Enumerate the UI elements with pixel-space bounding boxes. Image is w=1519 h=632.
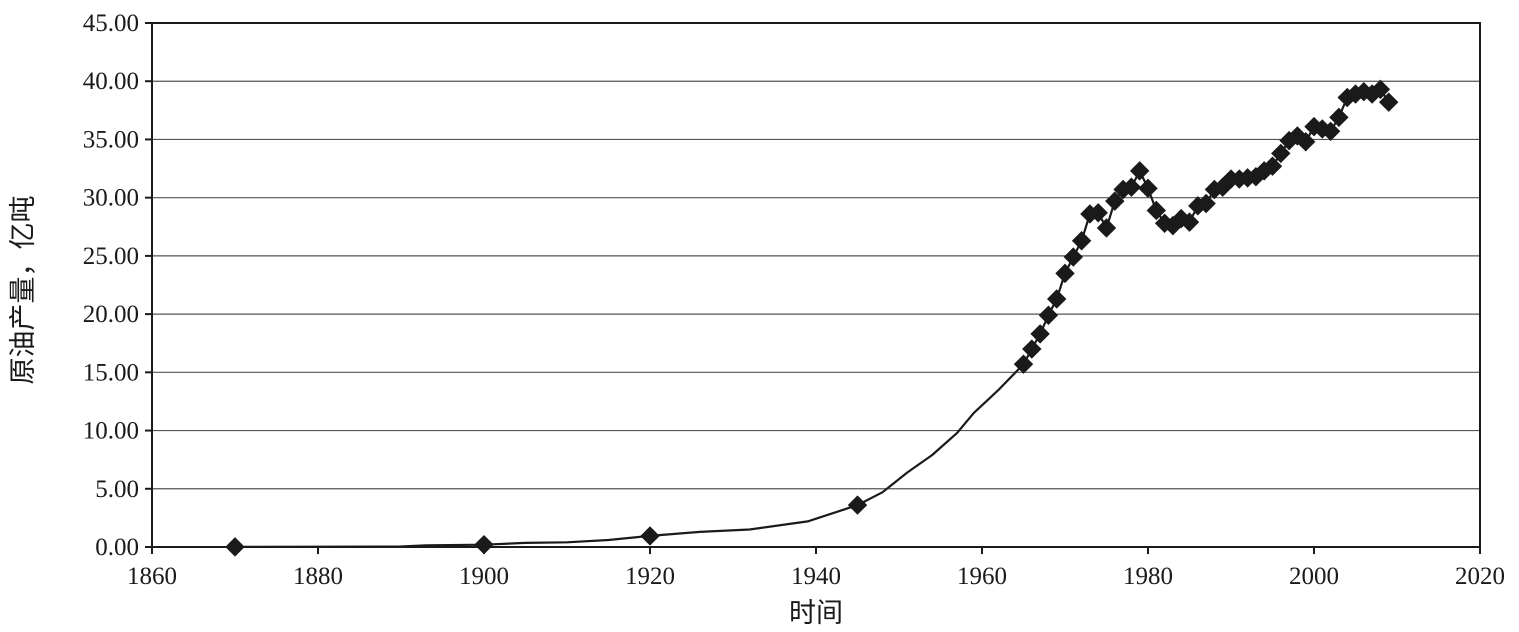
- data-point-marker: [847, 495, 868, 515]
- data-point-marker: [1013, 354, 1034, 374]
- data-point-marker: [1129, 161, 1150, 181]
- data-point-marker: [1105, 191, 1125, 211]
- y-tick-label: 15.00: [83, 359, 139, 386]
- data-point-marker: [1030, 324, 1050, 344]
- y-tick-label: 25.00: [83, 243, 139, 270]
- x-axis-title: 时间: [789, 598, 843, 629]
- x-tick-label: 1940: [791, 563, 841, 590]
- x-tick-label: 1900: [459, 563, 509, 590]
- data-point-marker: [1179, 212, 1200, 232]
- data-point-marker: [1271, 143, 1291, 164]
- data-point-marker: [1138, 178, 1158, 199]
- data-point-marker: [1121, 177, 1142, 197]
- data-point-marker: [1196, 193, 1216, 214]
- y-tick-label: 20.00: [83, 301, 139, 328]
- y-axis-title: 原油产量，亿吨: [8, 196, 39, 385]
- x-tick-label: 2000: [1289, 563, 1339, 590]
- x-tick-label: 1960: [957, 563, 1007, 590]
- axis-ticks: 0.00 5.00 10.00 15.00 20.00 25.00 30.00 35.00 40…: [83, 10, 1505, 590]
- y-tick-label: 40.00: [83, 68, 139, 95]
- y-tick-label: 30.00: [83, 185, 139, 212]
- x-tick-label: 2020: [1455, 563, 1505, 590]
- series-line: [234, 88, 1390, 548]
- x-tick-label: 1880: [293, 563, 343, 590]
- x-tick-label: 1860: [127, 563, 177, 590]
- data-point-marker: [1063, 247, 1084, 267]
- data-point-marker: [640, 526, 660, 546]
- data-point-marker: [1022, 339, 1042, 359]
- data-point-marker: [1038, 305, 1059, 325]
- data-point-marker: [1329, 107, 1349, 128]
- y-tick-label: 10.00: [83, 418, 139, 445]
- data-point-marker: [1146, 200, 1167, 221]
- x-tick-label: 1920: [625, 563, 675, 590]
- plot-frame: [151, 22, 1481, 548]
- data-point-marker: [1295, 132, 1316, 152]
- series-layer: [225, 79, 1399, 557]
- data-point-marker: [225, 537, 245, 557]
- data-point-marker: [1088, 203, 1108, 223]
- y-tick-label: 35.00: [83, 126, 139, 153]
- gridlines: [152, 80, 1480, 490]
- y-tick-label: 5.00: [95, 476, 139, 503]
- data-point-marker: [474, 534, 494, 555]
- y-tick-label: 0.00: [95, 534, 139, 561]
- data-point-marker: [1320, 121, 1341, 142]
- data-point-marker: [1096, 218, 1117, 238]
- data-point-marker: [1055, 263, 1075, 284]
- data-point-marker: [1046, 289, 1067, 309]
- data-point-marker: [1071, 231, 1092, 251]
- data-point-marker: [1262, 156, 1283, 176]
- y-tick-label: 45.00: [83, 10, 139, 37]
- x-tick-label: 1980: [1123, 563, 1173, 590]
- data-point-marker: [1378, 92, 1399, 112]
- data-point-marker: [1370, 79, 1391, 100]
